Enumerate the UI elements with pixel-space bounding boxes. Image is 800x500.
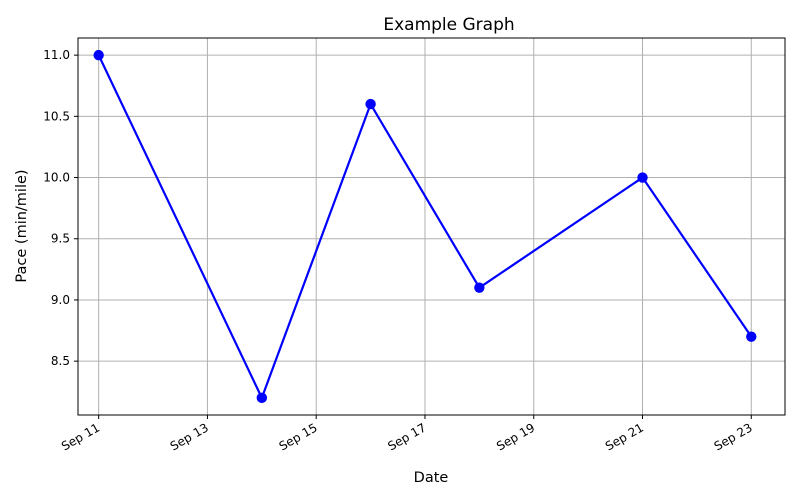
data-point: [365, 98, 376, 110]
plot-frame: [77, 37, 786, 416]
grid-lines: [78, 38, 785, 415]
y-tick-label: 9.5: [51, 232, 70, 246]
x-tick-label: Sep 23: [712, 420, 755, 453]
data-point: [93, 49, 104, 61]
y-tick-label: 9.0: [51, 293, 70, 307]
x-tick-label: Sep 15: [277, 420, 320, 453]
x-tick-label: Sep 21: [603, 420, 646, 453]
x-axis-label: Date: [414, 470, 449, 486]
y-tick-label: 10.5: [43, 109, 70, 123]
y-tick-label: 8.5: [51, 354, 70, 368]
y-axis-ticks: 8.5 9.0 9.5 10.0 10.5 11.0: [43, 48, 78, 368]
series-group: [93, 49, 757, 404]
y-tick-label: 10.0: [43, 171, 70, 185]
y-tick-label: 11.0: [43, 48, 70, 62]
x-axis-ticks: Sep 11 Sep 13 Sep 15 Sep 17 Sep 19 Sep 21 Sep …: [59, 415, 755, 453]
chart-title: Example Graph: [383, 15, 514, 35]
x-tick-label: Sep 13: [168, 420, 211, 453]
data-point: [637, 172, 648, 183]
x-tick-label: Sep 11: [59, 420, 102, 453]
y-axis-label: Pace (min/mile): [14, 169, 30, 282]
data-point: [256, 392, 268, 404]
data-point: [474, 282, 485, 293]
x-tick-label: Sep 19: [494, 420, 537, 453]
data-point: [746, 331, 757, 342]
x-tick-label: Sep 17: [385, 420, 428, 453]
series-line: [97, 54, 753, 399]
